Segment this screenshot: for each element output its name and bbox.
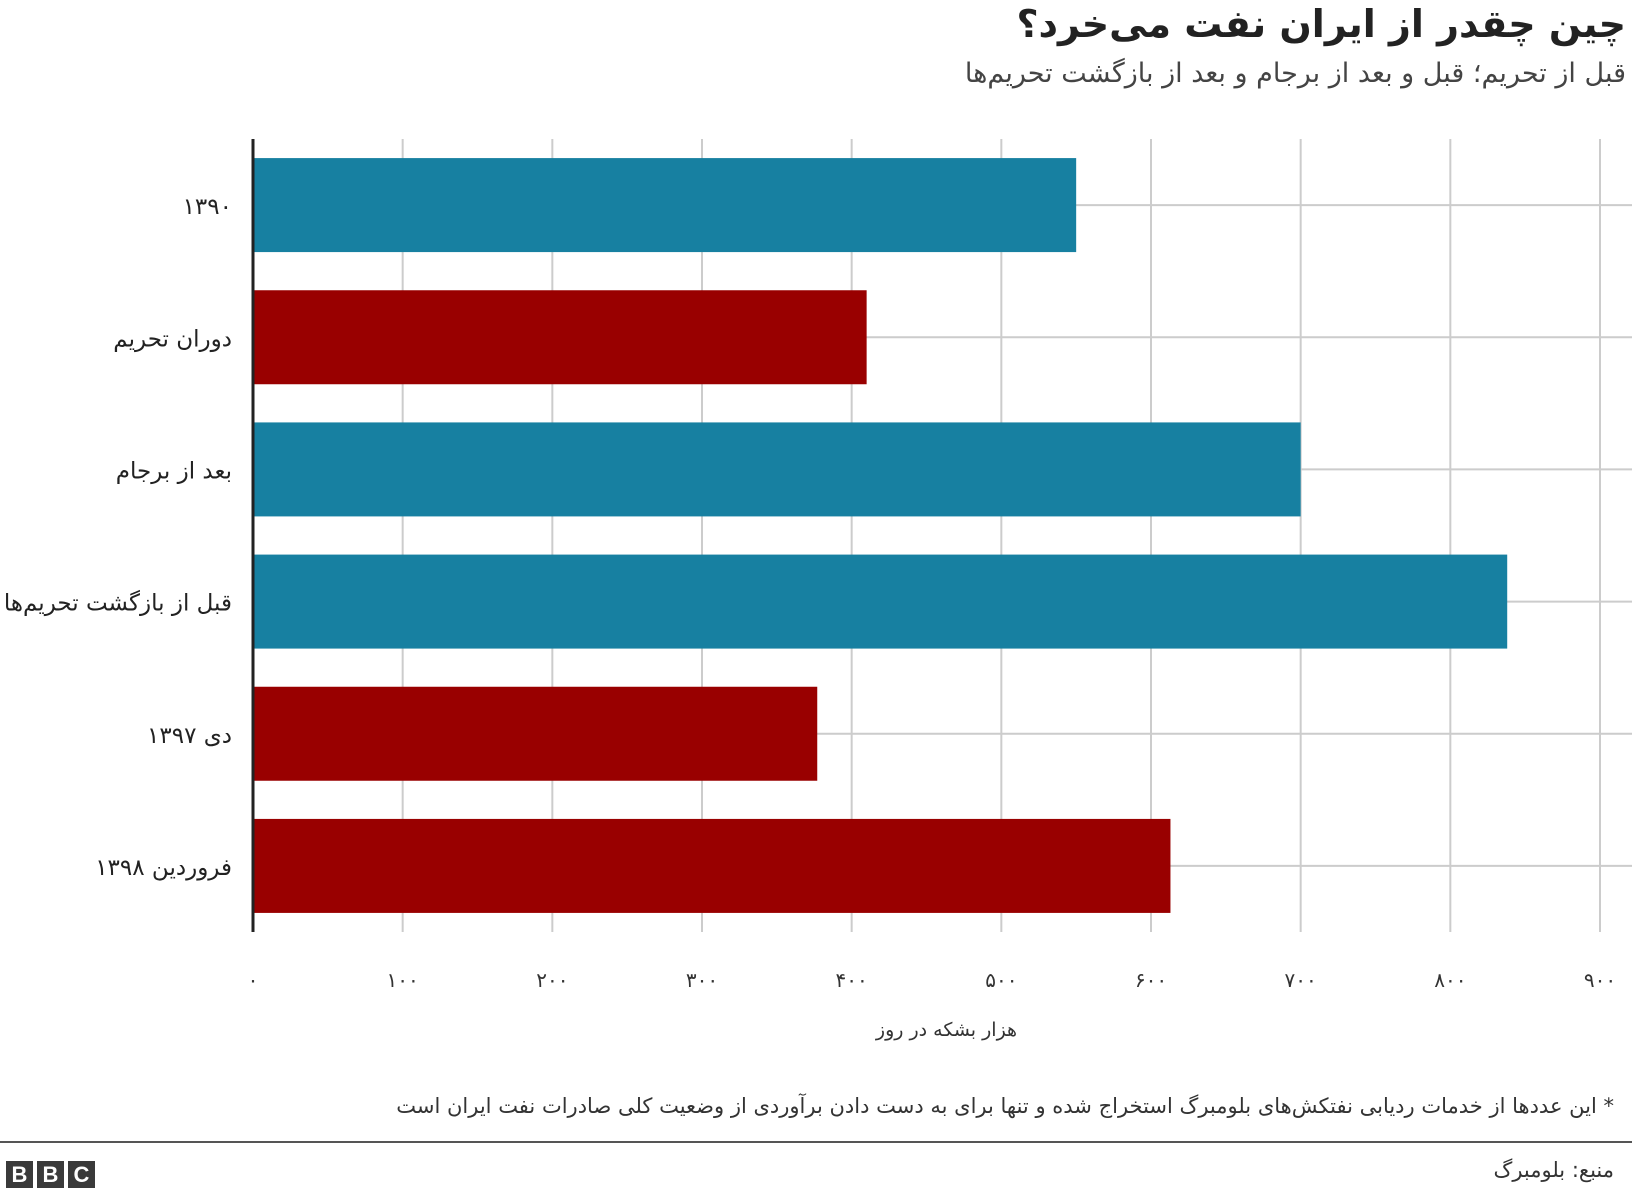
bar [253,290,867,385]
x-tick-label: ۶۰۰ [1135,968,1167,992]
bar [253,554,1508,649]
category-label: دی ۱۳۹۷ [147,723,232,749]
chart-title: چین چقدر از ایران نفت می‌خرد؟ [1016,2,1626,46]
bar [253,422,1301,517]
category-label: دوران تحریم [113,326,232,352]
category-label: قبل از بازگشت تحریم‌ها [4,590,232,617]
x-tick-label: ۴۰۰ [836,968,868,992]
x-tick-label: ۹۰۰ [1584,968,1616,992]
category-label: فروردین ۱۳۹۸ [95,855,232,881]
bars [253,158,1508,913]
chart-subtitle: قبل از تحریم؛ قبل و بعد از برجام و بعد ا… [964,58,1626,89]
x-tick-label: ۳۰۰ [686,968,718,992]
x-tick-label: ۷۰۰ [1285,968,1317,992]
footnote: * این عددها از خدمات ردیابی نفتکش‌های بل… [396,1094,1614,1118]
bar [253,158,1077,253]
x-tick-labels: ۰ ۱۰۰ ۲۰۰ ۳۰۰ ۴۰۰ ۵۰۰ ۶۰۰ ۷۰۰ ۸۰۰ ۹۰۰ [248,968,1616,992]
bar [253,686,818,781]
category-label: بعد از برجام [116,458,232,484]
x-tick-label: ۸۰۰ [1434,968,1466,992]
x-tick-label: ۱۰۰ [387,968,419,992]
grid-lines [253,139,1632,932]
bar [253,818,1171,913]
bbc-logo: B B C [6,1161,95,1188]
logo-letter: C [68,1161,95,1188]
x-tick-label: ۵۰۰ [985,968,1017,992]
x-tick-label: ۲۰۰ [536,968,568,992]
source-note: منبع: بلومبرگ [1493,1158,1614,1182]
logo-letter: B [6,1161,33,1188]
footer-divider [0,1141,1632,1143]
bar-chart: ۱۳۹۰ دوران تحریم بعد از برجام قبل از بازگشت… [4,139,1632,1041]
logo-letter: B [37,1161,64,1188]
category-labels: ۱۳۹۰ دوران تحریم بعد از برجام قبل از بازگشت… [4,194,232,881]
x-tick-label: ۰ [248,968,259,992]
category-label: ۱۳۹۰ [183,194,232,220]
x-axis-label: هزار بشکه در روز [875,1019,1017,1041]
